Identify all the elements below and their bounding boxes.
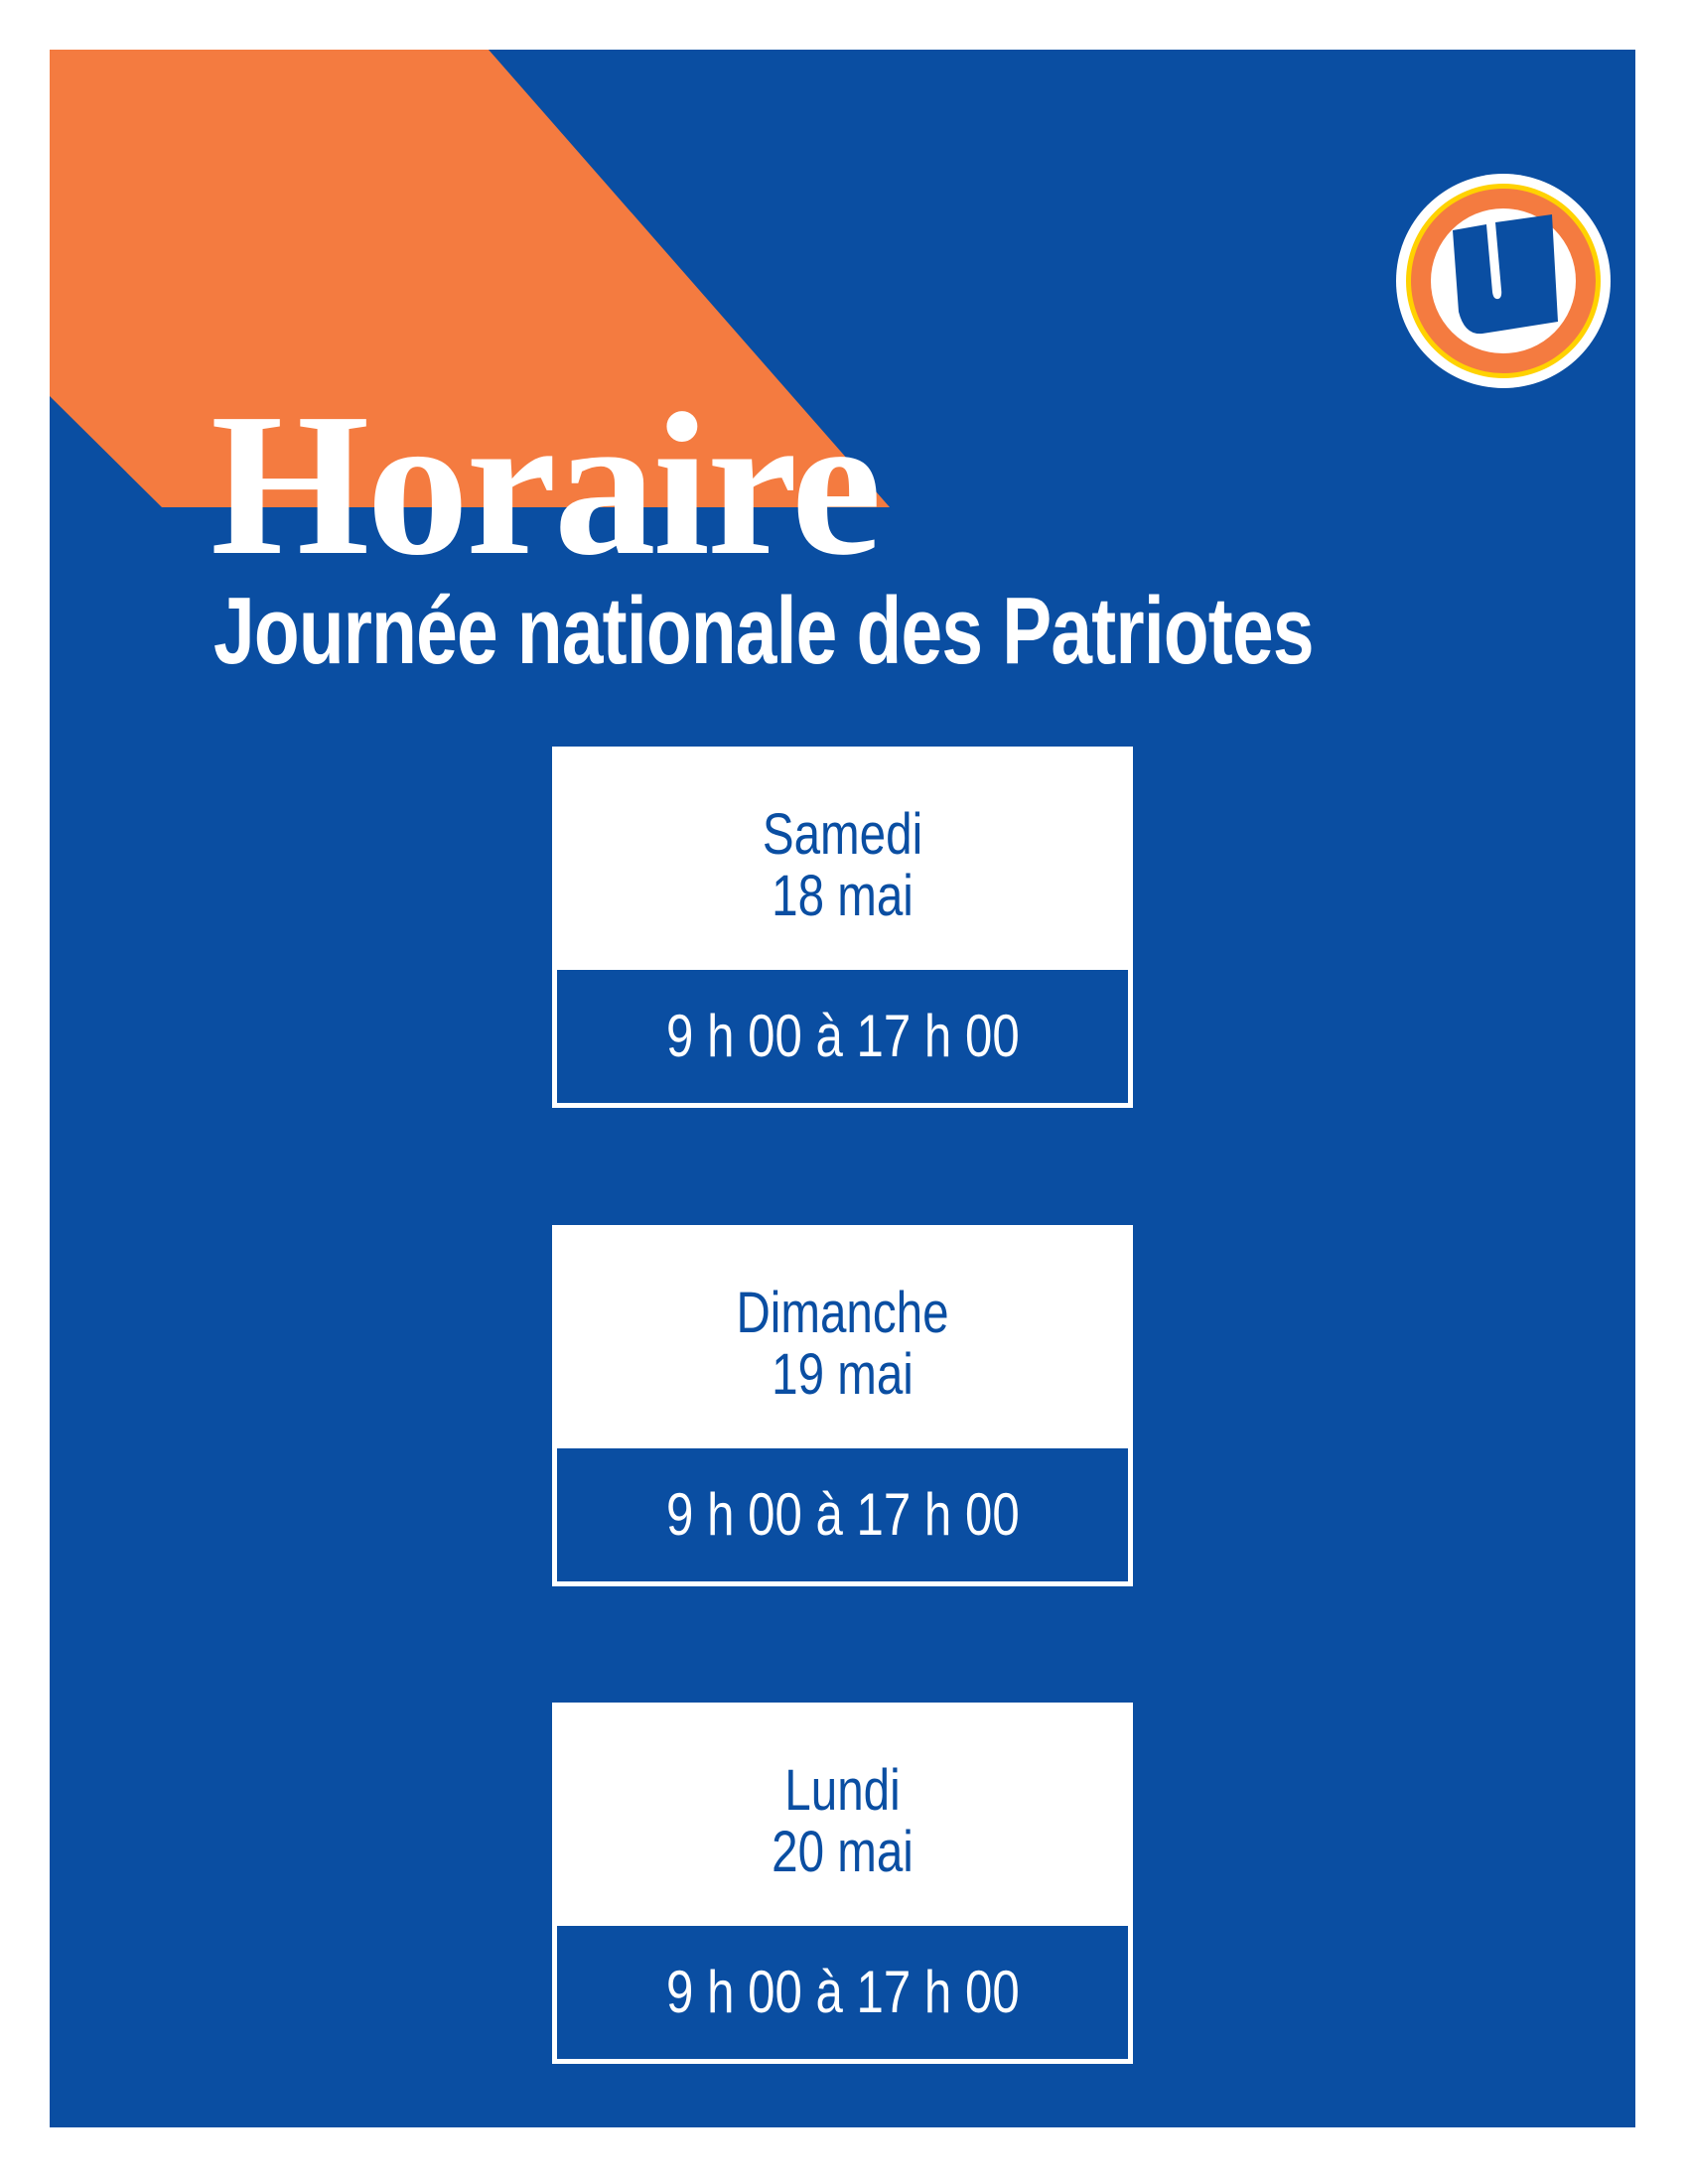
u-logo-icon <box>1396 174 1611 388</box>
hours-text: 9 h 00 à 17 h 00 <box>665 1959 1020 2025</box>
hours-band: 9 h 00 à 17 h 00 <box>557 1926 1128 2059</box>
schedule-card-monday: Lundi 20 mai 9 h 00 à 17 h 00 <box>552 1703 1133 2064</box>
schedule-card-sunday: Dimanche 19 mai 9 h 00 à 17 h 00 <box>552 1225 1133 1586</box>
hours-text: 9 h 00 à 17 h 00 <box>665 1003 1020 1069</box>
page-subtitle: Journée nationale des Patriotes <box>213 578 1314 684</box>
hours-band: 9 h 00 à 17 h 00 <box>557 970 1128 1103</box>
page-title: Horaire <box>211 370 882 598</box>
day-label: Dimanche 19 mai <box>736 1281 949 1407</box>
hours-band: 9 h 00 à 17 h 00 <box>557 1448 1128 1581</box>
orange-diagonal-band <box>50 50 890 507</box>
schedule-card-saturday: Samedi 18 mai 9 h 00 à 17 h 00 <box>552 747 1133 1108</box>
hours-text: 9 h 00 à 17 h 00 <box>665 1481 1020 1548</box>
day-label: Samedi 18 mai <box>762 802 923 928</box>
day-label: Lundi 20 mai <box>772 1758 914 1884</box>
